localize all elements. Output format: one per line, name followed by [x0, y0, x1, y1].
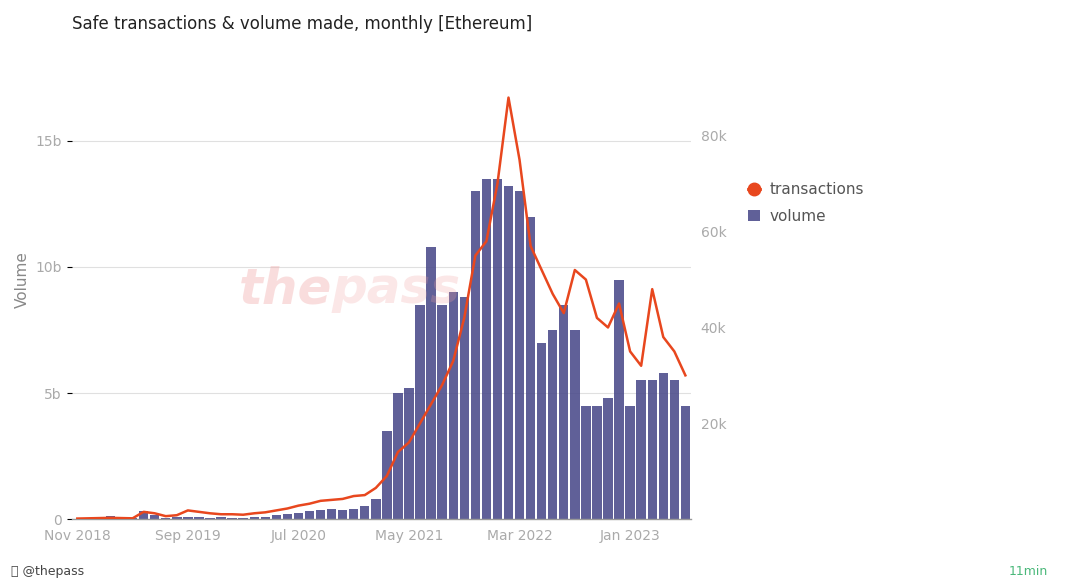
Bar	[427, 247, 436, 519]
Bar	[216, 517, 226, 519]
Bar	[659, 373, 667, 519]
Bar	[625, 406, 635, 519]
Bar	[228, 518, 237, 519]
Bar	[117, 518, 126, 519]
Bar	[636, 381, 646, 519]
Bar	[559, 305, 568, 519]
Bar	[127, 518, 137, 519]
Bar	[482, 179, 491, 519]
Bar	[360, 507, 369, 519]
Bar	[492, 179, 502, 519]
Bar	[680, 406, 690, 519]
Y-axis label: Volume: Volume	[15, 251, 30, 308]
Bar	[305, 511, 314, 519]
Bar	[139, 511, 148, 519]
Bar	[548, 330, 557, 519]
Bar	[471, 191, 480, 519]
Bar	[503, 187, 513, 519]
Bar	[205, 518, 215, 519]
Bar	[106, 516, 116, 519]
Bar	[172, 517, 181, 519]
Text: the: the	[239, 265, 332, 313]
Text: Safe transactions & volume made, monthly [Ethereum]: Safe transactions & volume made, monthly…	[71, 15, 532, 33]
Text: ⓓ @thepass: ⓓ @thepass	[11, 565, 84, 578]
Bar	[249, 517, 259, 519]
Bar	[283, 514, 292, 519]
Bar	[526, 217, 536, 519]
Bar	[581, 406, 591, 519]
Bar	[393, 393, 403, 519]
Text: 11min: 11min	[1009, 565, 1048, 578]
Bar	[95, 517, 104, 519]
Bar	[670, 381, 679, 519]
Bar	[327, 509, 336, 519]
Bar	[294, 513, 303, 519]
Bar	[150, 515, 160, 519]
Bar	[570, 330, 580, 519]
Bar	[515, 191, 524, 519]
Bar	[448, 292, 458, 519]
Bar	[416, 305, 424, 519]
Legend: transactions, volume: transactions, volume	[748, 182, 864, 224]
Bar	[372, 499, 380, 519]
Bar	[648, 381, 657, 519]
Bar	[315, 510, 325, 519]
Bar	[437, 305, 447, 519]
Bar	[271, 515, 281, 519]
Bar	[615, 279, 624, 519]
Bar	[194, 517, 204, 519]
Bar	[161, 518, 171, 519]
Bar	[260, 517, 270, 519]
Bar	[239, 518, 247, 519]
Bar	[592, 406, 602, 519]
Bar	[349, 509, 359, 519]
Bar	[604, 398, 612, 519]
Bar	[184, 517, 192, 519]
Text: pass: pass	[332, 265, 461, 313]
Bar	[382, 431, 392, 519]
Bar	[537, 343, 546, 519]
Bar	[83, 518, 93, 519]
Bar	[460, 297, 469, 519]
Bar	[338, 510, 348, 519]
Bar	[404, 388, 414, 519]
